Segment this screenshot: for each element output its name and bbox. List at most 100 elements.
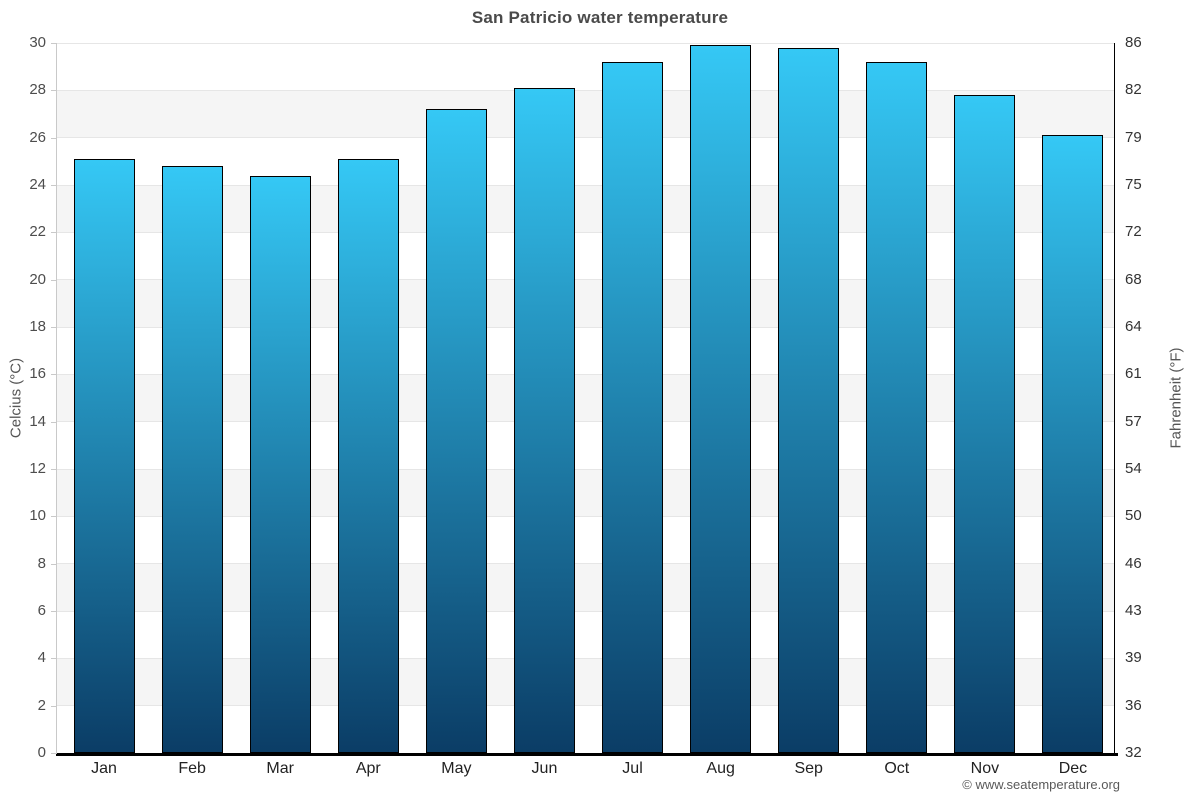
y-tick-label-celsius: 22 <box>29 223 46 241</box>
plot-band <box>57 90 1114 138</box>
y-axis-tick <box>51 43 57 44</box>
bar-apr[interactable] <box>337 158 399 753</box>
plot-band <box>57 563 1114 611</box>
y-tick-label-celsius: 16 <box>29 365 46 383</box>
y-tick-label-fahrenheit: 39 <box>1125 649 1142 667</box>
gridline <box>57 373 1114 375</box>
y-tick-label-celsius: 20 <box>29 270 46 288</box>
y-tick-label-celsius: 10 <box>29 507 46 525</box>
copyright-text: © www.seatemperature.org <box>962 777 1120 792</box>
y-axis-tick <box>51 753 57 754</box>
y-tick-label-celsius: 28 <box>29 81 46 99</box>
gridline <box>57 610 1114 612</box>
x-tick-label: Apr <box>355 760 381 777</box>
y-axis-tick <box>51 563 57 565</box>
plot-band <box>57 469 1114 517</box>
y-tick-label-fahrenheit: 46 <box>1125 554 1142 572</box>
y-axis-tick <box>51 469 57 470</box>
y-axis-tick <box>51 90 57 92</box>
y-axis-tick <box>51 185 57 186</box>
y-axis-line-left <box>56 43 57 753</box>
plot-area <box>57 42 1114 753</box>
x-tick-label: May <box>441 760 472 777</box>
gridline <box>57 42 1114 44</box>
bar-jul[interactable] <box>602 61 664 753</box>
x-tick-label: Jan <box>91 760 117 777</box>
y-axis-tick <box>51 374 57 376</box>
y-tick-label-celsius: 6 <box>37 602 46 619</box>
y-axis-tick <box>51 421 57 423</box>
y-axis-tick <box>51 232 57 234</box>
x-tick-label: Feb <box>178 760 206 777</box>
gridline <box>57 89 1114 91</box>
y-tick-label-fahrenheit: 57 <box>1125 412 1142 430</box>
y-tick-label-fahrenheit: 61 <box>1125 365 1142 383</box>
x-tick-label: Mar <box>266 760 294 777</box>
y-axis-tick <box>51 658 57 660</box>
bar-nov[interactable] <box>954 95 1016 753</box>
bar-feb[interactable] <box>161 166 223 753</box>
bar-sep[interactable] <box>778 47 840 753</box>
y-tick-label-fahrenheit: 82 <box>1125 81 1142 99</box>
plot-band <box>57 185 1114 233</box>
y-tick-label-celsius: 12 <box>29 460 46 477</box>
y-tick-label-fahrenheit: 68 <box>1125 270 1142 288</box>
gridline <box>57 515 1114 517</box>
x-tick-label: Sep <box>794 760 823 777</box>
gridline <box>57 563 1114 565</box>
x-tick-label: Jul <box>622 760 643 777</box>
gridline <box>57 326 1114 328</box>
x-tick-label: Nov <box>970 760 1000 777</box>
y-axis-tick <box>51 327 57 328</box>
y-tick-label-fahrenheit: 79 <box>1125 128 1142 146</box>
y-axis-tick <box>51 611 57 612</box>
plot-band <box>57 279 1114 327</box>
y-tick-label-celsius: 18 <box>29 318 46 335</box>
y-tick-label-fahrenheit: 36 <box>1125 696 1142 714</box>
y-axis-tick <box>51 705 57 707</box>
gridline <box>57 468 1114 470</box>
y-axis-tick <box>51 279 57 281</box>
chart-title: San Patricio water temperature <box>471 8 729 27</box>
y-tick-label-celsius: 24 <box>29 176 46 193</box>
y-tick-label-celsius: 0 <box>37 744 46 761</box>
bar-jan[interactable] <box>73 158 135 753</box>
plot-band <box>57 658 1114 706</box>
bar-dec[interactable] <box>1042 135 1104 753</box>
gridline <box>57 279 1114 281</box>
gridline <box>57 421 1114 423</box>
bar-aug[interactable] <box>690 45 752 753</box>
y-tick-label-celsius: 14 <box>29 412 46 430</box>
y-tick-label-fahrenheit: 54 <box>1125 460 1142 477</box>
y-tick-label-fahrenheit: 32 <box>1125 744 1142 761</box>
bar-oct[interactable] <box>866 61 928 753</box>
gridline <box>57 657 1114 659</box>
y-tick-label-celsius: 30 <box>29 34 46 51</box>
y-tick-label-fahrenheit: 72 <box>1125 223 1142 241</box>
y-tick-label-celsius: 4 <box>37 649 46 667</box>
y-axis-title-fahrenheit: Fahrenheit (°F) <box>1167 347 1185 449</box>
y-axis-tick <box>51 137 57 139</box>
x-tick-label: Aug <box>706 760 735 777</box>
gridline <box>57 137 1114 139</box>
x-tick-label: Dec <box>1058 760 1088 777</box>
y-tick-label-celsius: 8 <box>37 554 46 572</box>
y-tick-label-celsius: 26 <box>29 128 46 146</box>
y-axis-line-right <box>1114 43 1115 756</box>
gridline <box>57 231 1114 233</box>
y-tick-label-fahrenheit: 50 <box>1125 507 1142 525</box>
y-axis-tick <box>51 516 57 518</box>
y-tick-label-fahrenheit: 75 <box>1125 176 1142 193</box>
y-tick-label-fahrenheit: 64 <box>1125 318 1142 335</box>
x-tick-label: Jun <box>531 760 558 777</box>
gridline <box>57 184 1114 186</box>
y-tick-label-fahrenheit: 43 <box>1125 602 1142 619</box>
y-tick-label-fahrenheit: 86 <box>1125 34 1142 51</box>
bar-jun[interactable] <box>513 87 575 753</box>
bar-mar[interactable] <box>249 175 311 753</box>
bar-may[interactable] <box>425 109 487 753</box>
gridline <box>57 705 1114 707</box>
y-tick-label-celsius: 2 <box>37 696 46 714</box>
plot-band <box>57 374 1114 422</box>
